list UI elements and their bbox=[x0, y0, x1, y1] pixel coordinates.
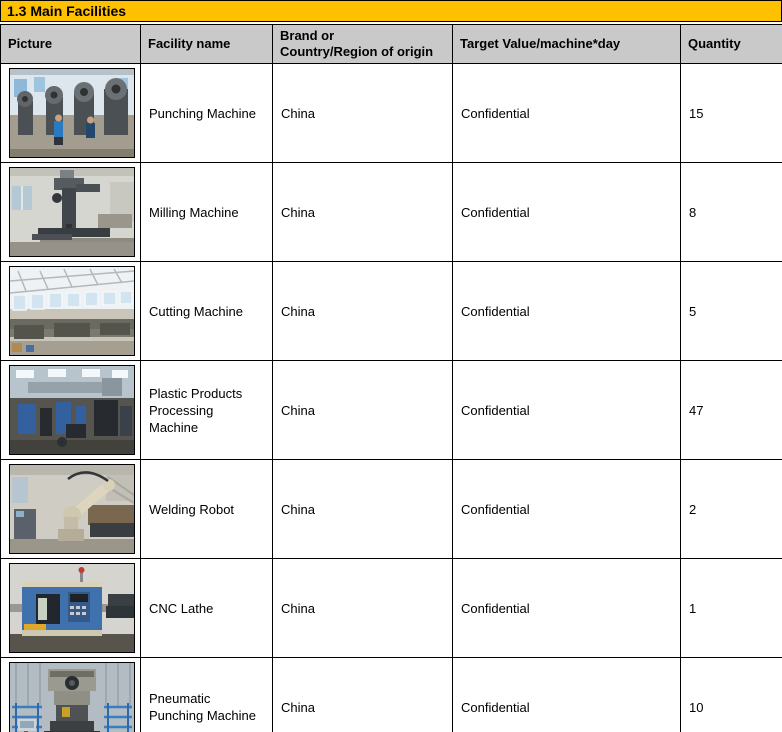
plastic-processing-workshop-photo bbox=[9, 365, 135, 455]
table-row: Welding Robot China Confidential 2 bbox=[0, 459, 782, 559]
table-row: CNC Lathe China Confidential 1 bbox=[0, 558, 782, 658]
quantity: 47 bbox=[680, 360, 782, 460]
target-value: Confidential bbox=[452, 360, 681, 460]
target-value: Confidential bbox=[452, 558, 681, 658]
origin: China bbox=[272, 459, 453, 559]
welding-robot-photo bbox=[9, 464, 135, 554]
facility-name: Milling Machine bbox=[140, 162, 273, 262]
origin: China bbox=[272, 657, 453, 732]
table-row: Cutting Machine China Confidential 5 bbox=[0, 261, 782, 361]
table-row: Pneumatic Punching Machine China Confide… bbox=[0, 657, 782, 732]
table-header-row: Picture Facility name Brand or Country/R… bbox=[0, 24, 782, 64]
facility-name: Cutting Machine bbox=[140, 261, 273, 361]
table-row: Plastic Products Processing Machine Chin… bbox=[0, 360, 782, 460]
milling-machine-photo bbox=[9, 167, 135, 257]
column-header-target: Target Value/machine*day bbox=[452, 24, 681, 64]
quantity: 5 bbox=[680, 261, 782, 361]
column-header-quantity: Quantity bbox=[680, 24, 782, 64]
facility-name: Welding Robot bbox=[140, 459, 273, 559]
origin: China bbox=[272, 162, 453, 262]
origin: China bbox=[272, 558, 453, 658]
table-row: Punching Machine China Confidential 15 bbox=[0, 63, 782, 163]
column-header-origin: Brand or Country/Region of origin bbox=[272, 24, 453, 64]
origin: China bbox=[272, 63, 453, 163]
column-header-facility: Facility name bbox=[140, 24, 273, 64]
origin: China bbox=[272, 261, 453, 361]
origin: China bbox=[272, 360, 453, 460]
facility-name: Punching Machine bbox=[140, 63, 273, 163]
quantity: 1 bbox=[680, 558, 782, 658]
target-value: Confidential bbox=[452, 63, 681, 163]
picture-cell bbox=[0, 558, 141, 658]
target-value: Confidential bbox=[452, 261, 681, 361]
punching-machines-photo bbox=[9, 68, 135, 158]
picture-cell bbox=[0, 261, 141, 361]
column-header-picture: Picture bbox=[0, 24, 141, 64]
facilities-table: Picture Facility name Brand or Country/R… bbox=[0, 24, 782, 732]
quantity: 15 bbox=[680, 63, 782, 163]
picture-cell bbox=[0, 657, 141, 732]
cnc-lathe-photo bbox=[9, 563, 135, 653]
facility-name: CNC Lathe bbox=[140, 558, 273, 658]
picture-cell bbox=[0, 360, 141, 460]
quantity: 8 bbox=[680, 162, 782, 262]
facility-name: Pneumatic Punching Machine bbox=[140, 657, 273, 732]
picture-cell bbox=[0, 459, 141, 559]
pneumatic-punching-machine-photo bbox=[9, 662, 135, 732]
section-title-bar: 1.3 Main Facilities bbox=[0, 0, 782, 22]
cutting-machine-hall-photo bbox=[9, 266, 135, 356]
target-value: Confidential bbox=[452, 162, 681, 262]
picture-cell bbox=[0, 63, 141, 163]
table-row: Milling Machine China Confidential 8 bbox=[0, 162, 782, 262]
section-title: 1.3 Main Facilities bbox=[7, 3, 127, 19]
quantity: 10 bbox=[680, 657, 782, 732]
facility-name: Plastic Products Processing Machine bbox=[140, 360, 273, 460]
target-value: Confidential bbox=[452, 657, 681, 732]
target-value: Confidential bbox=[452, 459, 681, 559]
picture-cell bbox=[0, 162, 141, 262]
quantity: 2 bbox=[680, 459, 782, 559]
